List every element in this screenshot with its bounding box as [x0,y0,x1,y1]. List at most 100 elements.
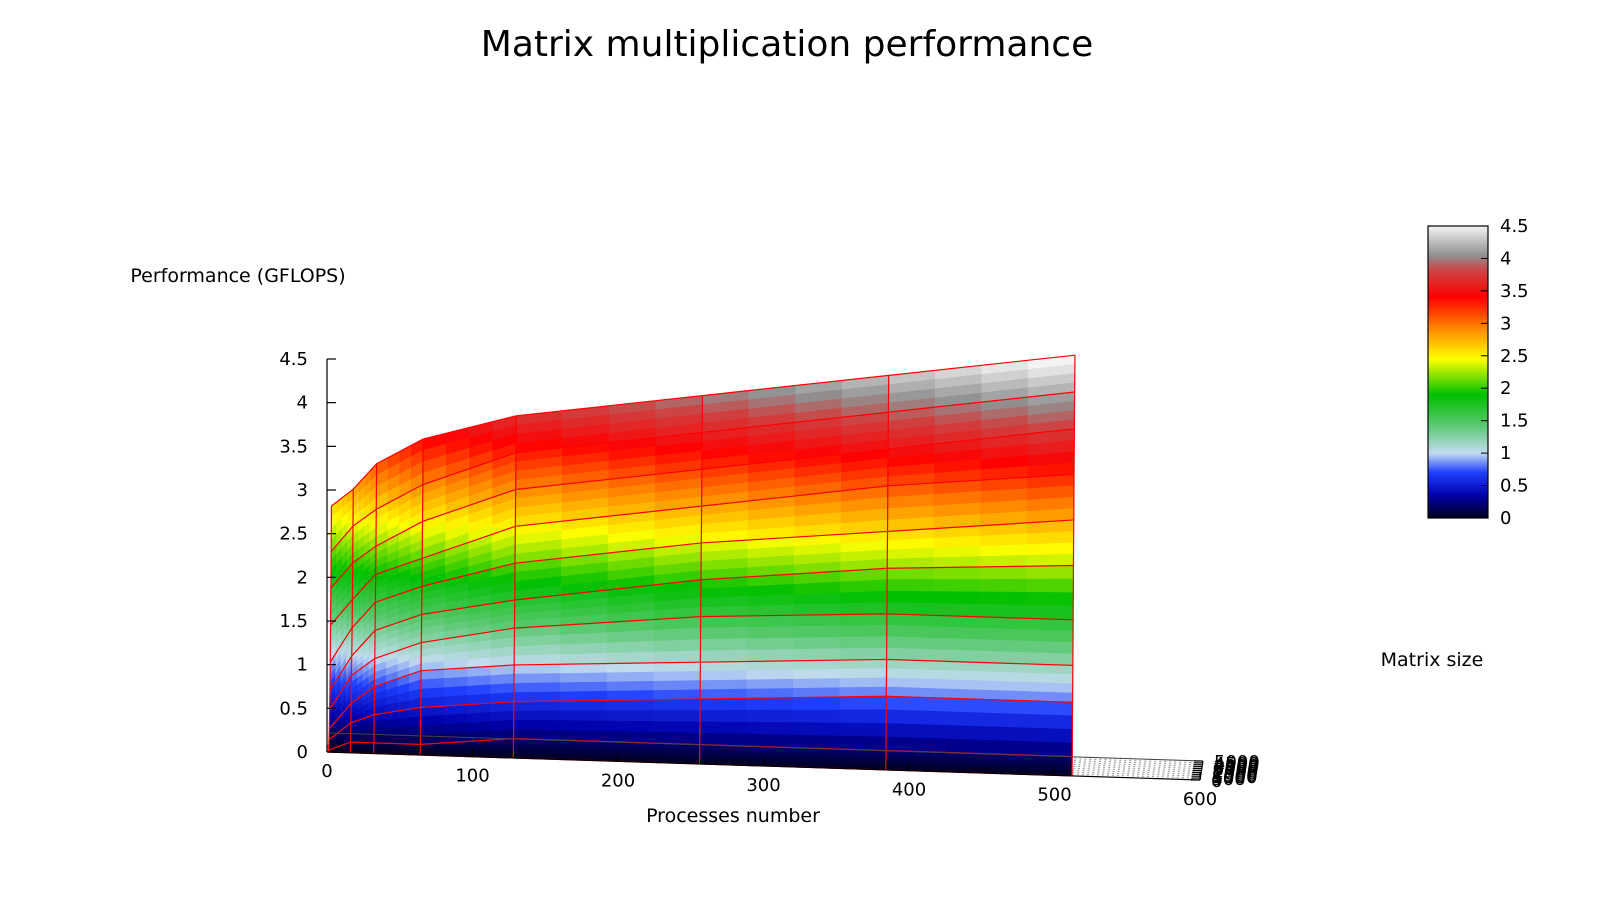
surface-patch [886,647,934,662]
x-tick-label: 600 [1183,789,1217,810]
surface-patch [1026,553,1074,567]
surface-patch [1026,591,1074,607]
colorbar-tick-label: 1.5 [1500,411,1529,432]
surface-patch [932,669,981,682]
surface-patch [443,676,468,689]
surface-patch [466,721,491,733]
surface-patch [746,697,794,711]
surface-patch [978,712,1027,729]
surface-patch [385,718,398,729]
mesh-line [698,395,704,764]
surface-patch [699,670,748,681]
surface-patch [652,721,701,734]
surface-patch [700,605,748,617]
surface-patch [607,629,655,644]
surface-patch [1026,565,1074,580]
surface-patch [839,647,888,661]
surface-patch [793,625,841,639]
surface-patch [792,709,841,724]
surface-patch [886,613,934,628]
surface-patch [792,734,840,750]
surface-patch [513,710,561,721]
surface-patch [466,712,491,724]
surface-patch [1025,713,1073,730]
surface-patch [885,709,934,726]
surface-patch [419,748,444,753]
surface-patch [1025,700,1073,717]
surface-patch [513,654,562,666]
x-axis-label: Processes number [646,805,820,827]
surface-patch [932,678,980,691]
surface-patch [932,738,980,754]
surface-patch [886,557,935,569]
surface-patch [792,678,841,689]
surface-patch [885,736,934,753]
surface-patch [1025,681,1074,694]
surface-patch [980,544,1028,557]
surface-patch [1026,640,1074,655]
x-tick-label: 0 [321,761,332,782]
surface-patch [886,547,935,560]
surface-patch [886,590,934,604]
surface-patch [699,661,748,672]
surface-patch [420,678,445,690]
surface-patch [886,602,934,616]
y-tick-label: 1500 [1212,765,1258,786]
z-tick-label: 2 [297,567,308,588]
mesh-line [327,505,333,753]
surface-patch [653,689,701,701]
surface-patch [490,683,515,695]
surface-patch [560,681,608,693]
surface-patch [350,731,357,738]
surface-patch [513,673,561,684]
surface-patch [933,579,981,593]
surface-patch [885,695,934,712]
mesh-line [331,354,1076,507]
surface-patch [367,728,375,737]
z-tick-label: 0 [297,742,308,763]
z-tick-label: 0.5 [279,698,308,719]
surface-patch [979,680,1027,692]
surface-patch [885,723,934,739]
surface-patch [979,616,1027,631]
z-tick-label: 1 [297,655,308,676]
surface-patch [367,721,375,731]
surface-patch [699,721,747,735]
surface-patch [839,624,888,638]
surface-patch [653,710,701,723]
surface-patch [350,736,357,743]
mesh-line [330,428,1075,589]
z-tick-label: 3.5 [279,436,308,457]
surface-patch [746,626,795,640]
z-tick-label: 3 [297,480,308,501]
surface-patch [408,716,421,728]
surface-patch [443,685,468,698]
surface-patch [700,615,748,629]
surface-patch [886,636,934,650]
mesh-line [329,564,1074,691]
surface-patch [1026,617,1074,632]
surface-patch [560,663,608,674]
surface-patch [490,710,515,722]
surface-patch [606,662,655,674]
surface-patch [560,690,608,702]
surface-patch [932,637,981,652]
surface-patch [839,695,887,711]
surface-patch [606,651,655,664]
colorbar-gradient [1427,225,1489,519]
surface-patch [443,713,468,725]
mesh-line [419,439,424,756]
colorbar-tick-label: 4.5 [1500,216,1529,237]
y-tick-label: 2500 [1213,762,1259,783]
mesh-line [372,463,378,754]
surface-patch [560,672,608,684]
surface-patch [839,735,887,751]
surface-patch [653,639,701,653]
surface-patch [746,660,794,672]
surface-patch [559,700,608,712]
mesh-line [330,391,1075,552]
surface-patch [700,638,748,652]
y-tick-label: 3500 [1213,758,1259,779]
surface-patch [792,687,841,698]
